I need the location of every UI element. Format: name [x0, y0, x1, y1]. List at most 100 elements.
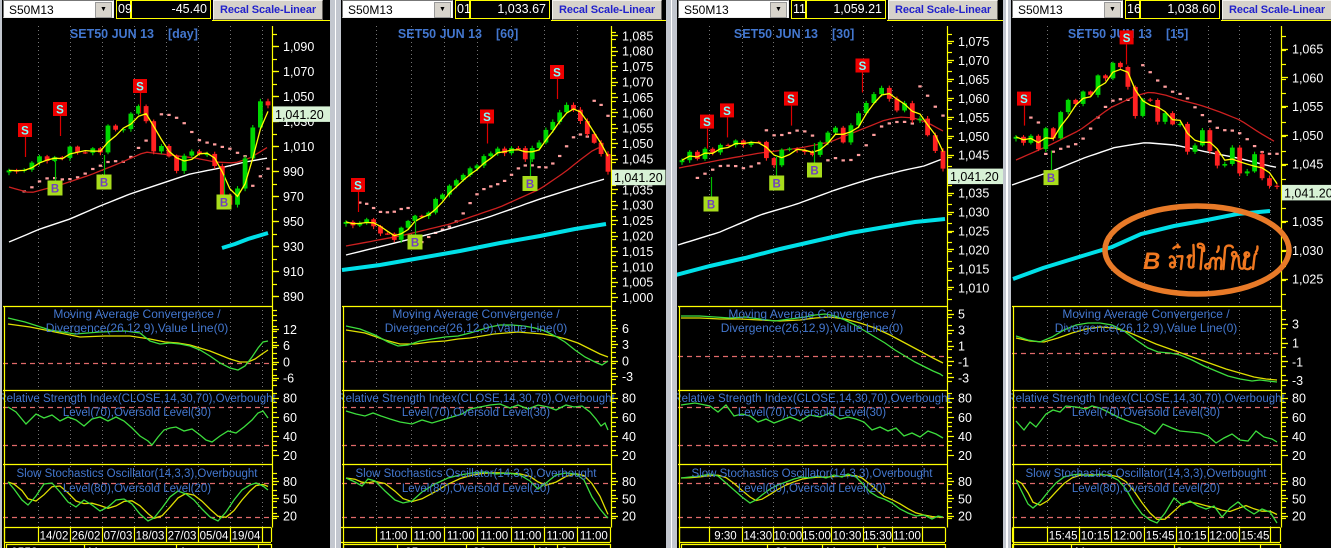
svg-text:-3: -3	[958, 371, 969, 385]
svg-text:15:45: 15:45	[1241, 530, 1270, 542]
svg-text:May: May	[1075, 545, 1098, 548]
svg-text:[60]: [60]	[496, 27, 518, 41]
svg-text:1,041.20: 1,041.20	[275, 108, 324, 122]
svg-text:50: 50	[283, 492, 297, 506]
svg-text:950: 950	[283, 215, 304, 229]
svg-text:1,041.20: 1,041.20	[614, 171, 663, 185]
svg-text:1,015: 1,015	[622, 245, 653, 259]
svg-text:20: 20	[1292, 449, 1306, 463]
svg-text:26/02: 26/02	[72, 530, 101, 542]
svg-text:3: 3	[1176, 545, 1183, 548]
svg-text:11:00: 11:00	[547, 530, 575, 542]
svg-text:890: 890	[283, 290, 304, 304]
svg-text:1,050: 1,050	[622, 137, 653, 151]
svg-text:40: 40	[958, 430, 972, 444]
svg-text:20: 20	[283, 449, 297, 463]
svg-text:1,070: 1,070	[958, 54, 989, 68]
svg-text:Moving Average Convergence /: Moving Average Convergence /	[728, 307, 896, 321]
svg-text:11:00: 11:00	[414, 530, 442, 542]
svg-text:1,070: 1,070	[622, 76, 653, 90]
svg-text:[day]: [day]	[168, 27, 198, 41]
svg-text:B: B	[1047, 173, 1055, 185]
svg-text:1: 1	[958, 340, 965, 354]
svg-text:20: 20	[958, 510, 972, 524]
svg-text:S: S	[1123, 33, 1131, 45]
svg-text:1,005: 1,005	[622, 276, 653, 290]
svg-text:[30]: [30]	[832, 27, 854, 41]
svg-text:SET50 JUN 13: SET50 JUN 13	[398, 27, 482, 41]
svg-text:S: S	[703, 117, 711, 129]
svg-text:S: S	[136, 82, 144, 94]
svg-text:-3: -3	[1292, 374, 1303, 388]
svg-text:1,050: 1,050	[958, 130, 989, 144]
svg-text:0: 0	[283, 356, 290, 370]
svg-text:Slow Stochastics Oscillator(14: Slow Stochastics Oscillator(14,3,3),Over…	[692, 468, 934, 480]
svg-text:80: 80	[958, 392, 972, 406]
svg-text:Relative Strength Index(CLOSE,: Relative Strength Index(CLOSE,14,30,70),…	[1011, 393, 1286, 405]
svg-text:1,030: 1,030	[622, 199, 653, 213]
svg-text:-1: -1	[1292, 355, 1303, 369]
svg-text:1,035: 1,035	[622, 183, 653, 197]
svg-text:-3: -3	[622, 370, 633, 384]
svg-text:0: 0	[622, 355, 629, 369]
svg-text:1: 1	[1292, 337, 1299, 351]
svg-text:1,070: 1,070	[283, 65, 314, 79]
svg-text:11:00: 11:00	[514, 530, 542, 542]
svg-text:1,025: 1,025	[958, 225, 989, 239]
svg-text:1,055: 1,055	[622, 122, 653, 136]
svg-text:Slow Stochastics Oscillator(14: Slow Stochastics Oscillator(14,3,3),Over…	[1026, 468, 1268, 480]
svg-text:Level(70),Oversold Level(30): Level(70),Oversold Level(30)	[1072, 407, 1220, 419]
svg-text:80: 80	[622, 392, 636, 406]
svg-text:3: 3	[1292, 318, 1299, 332]
svg-text:10:00: 10:00	[773, 530, 802, 542]
svg-text:50: 50	[1292, 492, 1306, 506]
svg-text:14/02: 14/02	[40, 530, 69, 542]
svg-text:1,030: 1,030	[958, 206, 989, 220]
svg-text:1,041.20: 1,041.20	[1284, 186, 1331, 200]
svg-text:60: 60	[958, 411, 972, 425]
svg-text:S: S	[483, 112, 491, 124]
svg-text:990: 990	[283, 165, 304, 179]
svg-text:1,041.20: 1,041.20	[950, 170, 999, 184]
svg-text:1,065: 1,065	[622, 91, 653, 105]
svg-text:1,020: 1,020	[622, 230, 653, 244]
svg-text:60: 60	[1292, 411, 1306, 425]
svg-text:1,035: 1,035	[958, 187, 989, 201]
svg-text:50: 50	[622, 492, 636, 506]
svg-text:1,080: 1,080	[622, 45, 653, 59]
svg-text:5: 5	[958, 308, 965, 322]
svg-text:S: S	[354, 181, 362, 193]
svg-text:Relative Strength Index(CLOSE,: Relative Strength Index(CLOSE,14,30,70),…	[341, 393, 616, 405]
svg-text:11:00: 11:00	[893, 530, 921, 542]
svg-text:12:00: 12:00	[1209, 530, 1238, 542]
svg-text:Divergence(26,12,9),Value Line: Divergence(26,12,9),Value Line(0)	[721, 321, 904, 335]
svg-text:80: 80	[283, 475, 297, 489]
svg-text:Relative Strength Index(CLOSE,: Relative Strength Index(CLOSE,14,30,70),…	[2, 393, 277, 405]
svg-text:80: 80	[1292, 392, 1306, 406]
svg-text:S: S	[56, 105, 64, 117]
svg-text:40: 40	[1292, 430, 1306, 444]
svg-text:Slow Stochastics Oscillator(14: Slow Stochastics Oscillator(14,3,3),Over…	[17, 468, 259, 480]
svg-text:1,060: 1,060	[1292, 71, 1323, 85]
svg-text:40: 40	[622, 430, 636, 444]
svg-text:B: B	[100, 178, 108, 190]
svg-text:20: 20	[622, 449, 636, 463]
svg-text:3: 3	[622, 338, 629, 352]
svg-text:1,060: 1,060	[958, 92, 989, 106]
svg-text:11:00: 11:00	[580, 530, 608, 542]
svg-text:10:15: 10:15	[1081, 530, 1110, 542]
svg-text:1,075: 1,075	[622, 60, 653, 74]
svg-text:6: 6	[283, 339, 290, 353]
svg-text:Moving Average Convergence /: Moving Average Convergence /	[392, 307, 560, 321]
svg-text:80: 80	[958, 475, 972, 489]
svg-text:3: 3	[561, 545, 568, 548]
svg-text:1,055: 1,055	[1292, 100, 1323, 114]
svg-text:B: B	[1143, 248, 1160, 275]
svg-text:18/03: 18/03	[136, 530, 165, 542]
svg-text:Level(80),Oversold Level(20): Level(80),Oversold Level(20)	[738, 483, 886, 495]
svg-text:05/04: 05/04	[200, 530, 229, 542]
svg-text:Moving Average Convergence /: Moving Average Convergence /	[53, 307, 221, 321]
svg-text:S: S	[787, 94, 795, 106]
svg-text:30: 30	[473, 545, 487, 548]
svg-text:Level(80),Oversold Level(20): Level(80),Oversold Level(20)	[402, 483, 550, 495]
